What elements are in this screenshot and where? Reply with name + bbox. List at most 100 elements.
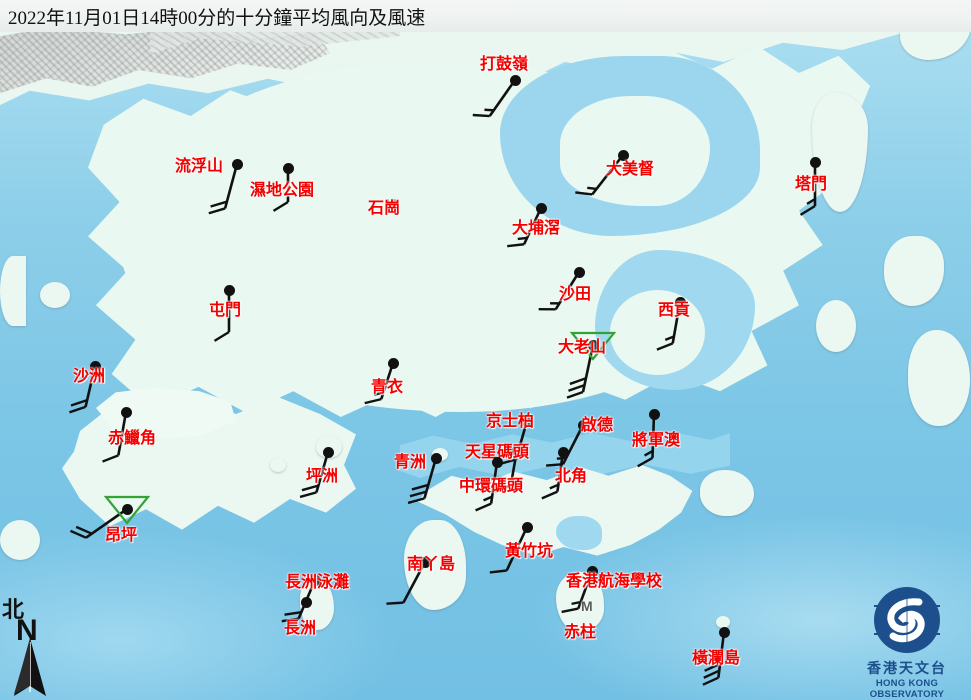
station-label-wetland-park: 濕地公園 [250,182,315,199]
hko-emblem-icon [874,587,940,653]
station-marker-tuen-mun [224,285,235,296]
station-label-tap-mun: 塔門 [795,176,828,193]
station-label-tai-mei-tuk: 大美督 [606,161,655,178]
station-label-kai-tak: 啟德 [581,417,614,434]
tung-lung-island [700,470,754,516]
station-marker-cheung-chau-beach [310,575,321,586]
station-marker-lau-fau-shan [232,159,243,170]
north-arrow-icon [14,638,46,696]
kau-sai-island [610,290,705,375]
station-marker-tseung-kwan-o [649,409,660,420]
station-marker-tates-cairn [588,340,599,351]
strong-wind-triangle-ngong-ping [103,495,151,525]
station-label-ngong-ping: 昂坪 [105,527,138,544]
wind-barb-peng-chau [299,451,330,499]
repulse-bay-water [556,516,602,550]
station-label-shek-kong: 石崗 [368,200,401,217]
wind-barb-sha-chau [69,365,97,414]
station-label-tsing-yi: 青衣 [371,379,404,396]
eastern-island-a [884,236,944,306]
wind-barb-ta-kwu-ling [472,79,517,118]
station-label-lamma-island: 南丫島 [407,556,456,573]
eastern-island-b [908,330,970,426]
station-label-sai-kung: 西貢 [658,302,691,319]
west-landform [0,256,26,326]
station-marker-waglan-island [719,627,730,638]
station-label-tuen-mun: 屯門 [209,302,242,319]
station-label-hk-sea-school: 香港航海學校 [566,573,663,590]
station-label-central-pier: 中環碼頭 [459,478,524,495]
sha-chau-island [40,282,70,308]
station-label-ta-kwu-ling: 打鼓嶺 [480,56,529,73]
station-label-north-point: 北角 [555,468,588,485]
station-marker-tai-mei-tuk [618,150,629,161]
station-label-waglan-island: 橫瀾島 [692,650,741,667]
hko-name-cn: 香港天文台 [867,662,947,677]
compass-label-en: N [16,614,38,647]
wind-barb-tsing-yi [364,362,395,405]
station-label-tseung-kwan-o: 將軍澳 [632,432,681,449]
station-marker-wetland-park [283,163,294,174]
eastern-island-c [816,300,856,352]
wind-barb-hk-sea-school [561,570,594,614]
station-marker-hk-sea-school [587,566,598,577]
sai-kung-peninsula [560,96,710,206]
station-marker-kai-tak [578,420,589,431]
station-label-tates-cairn: 大老山 [558,339,607,356]
station-marker-green-island [431,453,442,464]
station-marker-sai-kung [675,297,686,308]
wind-barb-tap-mun [799,162,817,216]
hko-logo: 香港天文台 HONG KONG OBSERVATORY [845,586,969,700]
wind-barb-tai-mei-tuk [575,154,625,196]
waglan-island-landform [716,616,730,628]
station-label-kings-park: 京士柏 [486,413,535,430]
wind-barb-lamma-island [386,561,427,605]
station-label-stanley: 赤柱 [564,624,597,641]
wind-barb-lau-fau-shan [208,163,239,215]
wind-barb-central-pier [475,461,499,512]
station-label-cheung-chau-beach: 長洲泳灘 [285,574,350,591]
station-marker-cheung-chau [301,597,312,608]
page-title: 2022年11月01日14時00分的十分鐘平均風向及風速 [8,8,426,29]
station-marker-wong-chuk-hang [522,522,533,533]
station-marker-ta-kwu-ling [510,75,521,86]
compass-label-cn: 北 [2,597,25,622]
missing-data-marker-stanley: M [581,598,593,614]
wind-barb-tates-cairn [566,344,595,399]
southwest-island [0,520,40,560]
station-label-sha-chau: 沙洲 [73,368,106,385]
wind-barb-tai-po-kau [507,207,543,248]
station-marker-ngong-ping [122,504,133,515]
station-label-chek-lap-kok: 赤鱲角 [108,430,157,447]
missing-data-marker-shek-kong: M [385,196,397,212]
wind-barb-chek-lap-kok [102,411,128,463]
title-bar: 2022年11月01日14時00分的十分鐘平均風向及風速 [0,0,971,32]
station-marker-central-pier [492,457,503,468]
station-marker-peng-chau [323,447,334,458]
station-label-wong-chuk-hang: 黃竹坑 [505,543,554,560]
wind-barb-tseung-kwan-o [637,413,656,468]
small-island-a [270,458,286,472]
strong-wind-triangle-tates-cairn [569,331,617,361]
station-marker-kings-park [522,416,533,427]
station-marker-lamma-island [420,557,431,568]
wind-barb-sha-tin [538,271,581,311]
station-marker-north-point [558,447,569,458]
station-label-peng-chau: 坪洲 [306,468,339,485]
hko-name-en: HONG KONG OBSERVATORY [869,678,945,700]
station-label-cheung-chau: 長洲 [284,620,317,637]
station-marker-tap-mun [810,157,821,168]
wind-barb-tuen-mun [213,290,231,342]
station-label-star-ferry: 天星碼頭 [465,444,530,461]
station-marker-star-ferry [512,445,523,456]
station-marker-sha-chau [90,361,101,372]
station-label-tai-po-kau: 大埔滘 [512,220,561,237]
station-label-green-island: 青洲 [394,454,427,471]
station-marker-tsing-yi [388,358,399,369]
station-label-lau-fau-shan: 流浮山 [175,158,224,175]
station-marker-sha-tin [574,267,585,278]
wind-barb-wong-chuk-hang [489,526,529,574]
wind-barb-green-island [407,457,438,505]
wind-barb-waglan-island [702,631,726,686]
